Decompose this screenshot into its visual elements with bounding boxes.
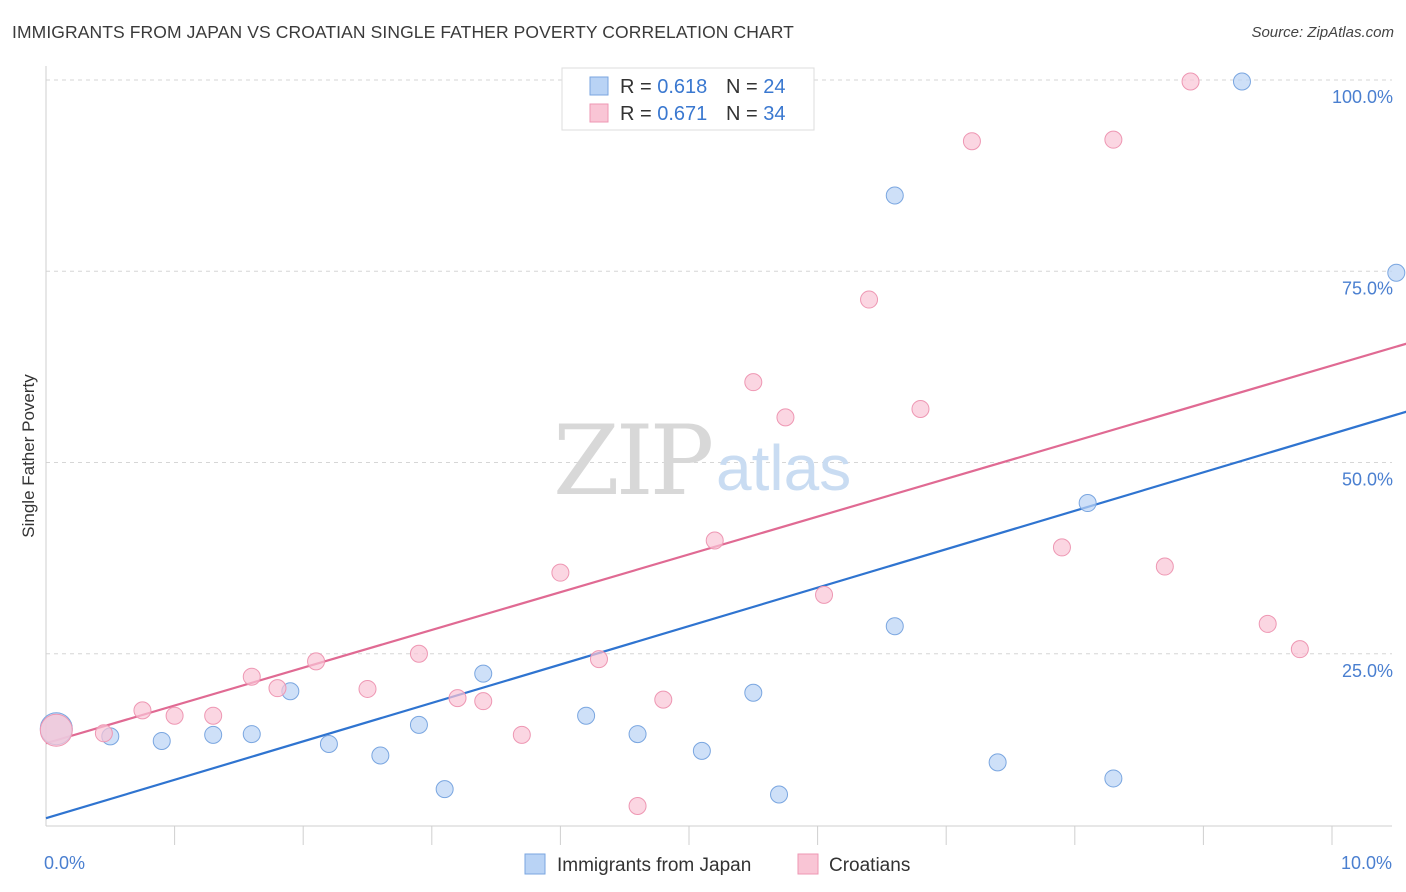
x-tick-labels: 0.0% 10.0% xyxy=(44,853,1392,873)
point-japan xyxy=(577,706,596,725)
point-croatian xyxy=(1290,640,1309,659)
svg-text:N = 34: N = 34 xyxy=(726,103,786,125)
point-japan xyxy=(435,780,454,799)
legend-japan-n-label: N = xyxy=(726,76,763,98)
points-layer xyxy=(39,72,1406,815)
point-japan xyxy=(770,785,789,804)
bottom-legend-swatch-japan xyxy=(524,853,546,875)
point-croatian xyxy=(551,563,570,582)
point-croatian xyxy=(1155,557,1174,576)
point-croatian xyxy=(39,713,73,747)
point-japan xyxy=(1078,494,1097,513)
point-japan xyxy=(371,746,390,765)
point-croatian xyxy=(589,650,608,669)
legend-croatian-r-value: 0.671 xyxy=(657,103,707,125)
grid-layer xyxy=(46,79,1392,655)
y-axis-label: Single Father Poverty xyxy=(19,374,38,538)
y-tick-label: 25.0% xyxy=(1342,661,1393,681)
point-croatian xyxy=(705,531,724,550)
point-japan xyxy=(152,731,171,750)
point-croatian xyxy=(911,399,930,418)
point-croatian xyxy=(860,290,879,309)
x-tick-label-max: 10.0% xyxy=(1341,853,1392,873)
point-japan xyxy=(1387,263,1406,282)
point-japan xyxy=(319,735,338,754)
point-japan xyxy=(988,753,1007,772)
point-croatian xyxy=(409,644,428,663)
point-croatian xyxy=(268,679,287,698)
trend-layer xyxy=(45,342,1406,820)
point-croatian xyxy=(165,706,184,725)
point-croatian xyxy=(1181,72,1200,91)
watermark-atlas: atlas xyxy=(716,432,851,504)
legend-croatian-n-label: N = xyxy=(726,103,763,125)
svg-text:N = 24: N = 24 xyxy=(726,76,786,98)
y-tick-label: 50.0% xyxy=(1342,470,1393,490)
axis-layer xyxy=(45,66,1392,845)
point-japan xyxy=(242,725,261,744)
point-croatian xyxy=(776,408,795,427)
point-croatian xyxy=(654,690,673,709)
legend-japan-n-value: 24 xyxy=(763,76,785,98)
point-japan xyxy=(885,617,904,636)
y-tick-labels: 25.0% 50.0% 75.0% 100.0% xyxy=(1332,87,1393,681)
y-tick-label: 100.0% xyxy=(1332,87,1393,107)
svg-text:R = 0.671: R = 0.671 xyxy=(620,103,707,125)
bottom-legend-label-japan: Immigrants from Japan xyxy=(557,855,751,876)
bottom-legend-swatch-croatian xyxy=(797,853,819,875)
bottom-legend: Immigrants from Japan Croatians xyxy=(524,853,910,876)
point-croatian xyxy=(1258,614,1277,633)
legend-swatch-japan xyxy=(589,76,609,96)
legend-croatian-n-value: 34 xyxy=(763,103,785,125)
point-japan xyxy=(744,683,763,702)
point-japan xyxy=(628,725,647,744)
svg-text:R = 0.618: R = 0.618 xyxy=(620,76,707,98)
point-japan xyxy=(885,186,904,205)
trend-line-japan xyxy=(45,410,1406,820)
point-croatian xyxy=(1104,130,1123,149)
point-croatian xyxy=(133,701,152,720)
point-japan xyxy=(692,741,711,760)
point-japan xyxy=(204,725,223,744)
point-croatian xyxy=(307,652,326,671)
watermark-zip: ZIP xyxy=(553,405,712,517)
legend-japan-r-label: R = xyxy=(620,76,657,98)
trend-line-croatian xyxy=(45,342,1406,745)
x-tick-label-min: 0.0% xyxy=(44,853,85,873)
chart-title: IMMIGRANTS FROM JAPAN VS CROATIAN SINGLE… xyxy=(12,22,794,42)
watermark: ZIP atlas xyxy=(553,405,851,517)
point-croatian xyxy=(448,689,467,708)
legend-japan-r-value: 0.618 xyxy=(657,76,707,98)
point-croatian xyxy=(242,667,261,686)
point-croatian xyxy=(744,373,763,392)
point-croatian xyxy=(512,725,531,744)
bottom-legend-label-croatian: Croatians xyxy=(829,855,910,876)
point-croatian xyxy=(1052,538,1071,557)
point-japan xyxy=(474,664,493,683)
legend-croatian-r-label: R = xyxy=(620,103,657,125)
point-croatian xyxy=(474,692,493,711)
top-legend: R = 0.618 N = 24 R = 0.671 N = 34 xyxy=(561,67,815,131)
legend-swatch-croatian xyxy=(589,103,609,123)
point-japan xyxy=(1232,72,1251,91)
point-japan xyxy=(409,715,428,734)
point-croatian xyxy=(94,724,113,743)
point-croatian xyxy=(358,679,377,698)
point-japan xyxy=(1104,769,1123,788)
point-croatian xyxy=(628,796,647,815)
point-croatian xyxy=(204,706,223,725)
point-croatian xyxy=(962,132,981,151)
y-tick-label: 75.0% xyxy=(1342,278,1393,298)
source-label: Source: ZipAtlas.com xyxy=(1251,24,1394,41)
point-croatian xyxy=(815,585,834,604)
